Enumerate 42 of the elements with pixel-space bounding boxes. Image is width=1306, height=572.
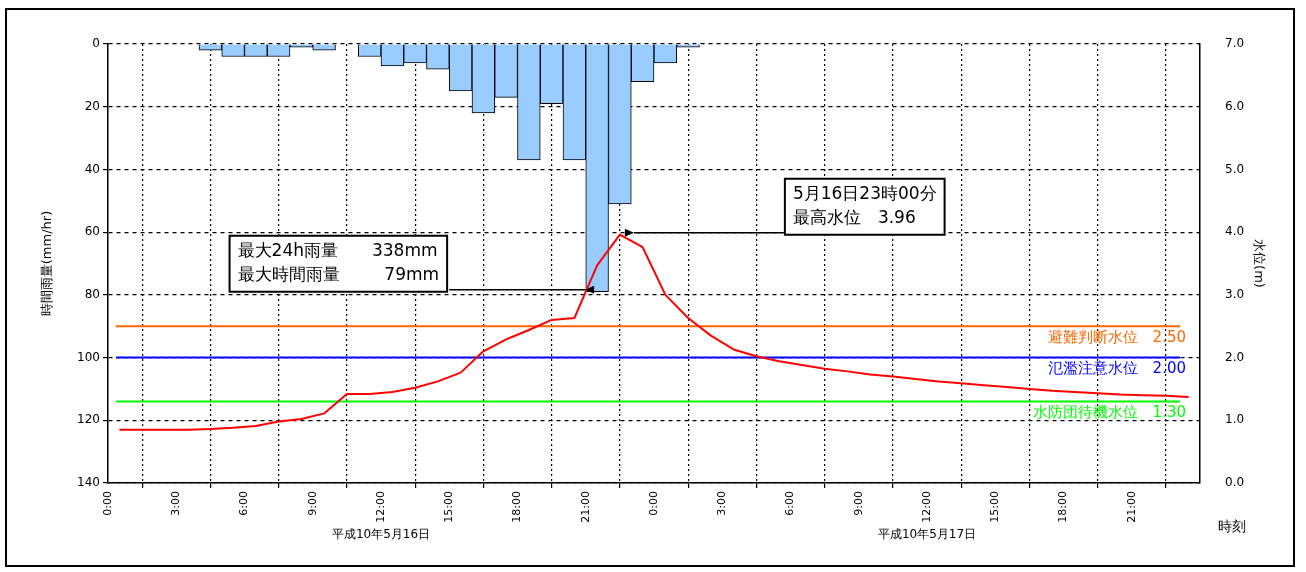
ref-line-label: 水防団待機水位 1.30 bbox=[1032, 402, 1186, 421]
x-tick-label: 18:00 bbox=[510, 491, 524, 523]
y2-tick-label: 2.0 bbox=[1225, 349, 1245, 364]
x-axis-title: 時刻 bbox=[1218, 517, 1246, 534]
annotation: 5月16日23時00分最高水位 3.96 bbox=[792, 183, 937, 228]
x-tick-label: 21:00 bbox=[1124, 491, 1138, 523]
annotation: 最大24h雨量 338mm 最大時間雨量 79mm bbox=[237, 240, 440, 285]
x-tick-label: 12:00 bbox=[919, 491, 933, 523]
y-tick-label: 80 bbox=[84, 286, 100, 301]
x-tick-label: 12:00 bbox=[373, 491, 387, 523]
y-tick-label: 0 bbox=[92, 36, 100, 51]
y-tick-label: 140 bbox=[77, 475, 100, 490]
x-tick-label: 3:00 bbox=[715, 491, 729, 516]
text: 平成10年5月17日 bbox=[877, 527, 977, 542]
x-tick-label: 15:00 bbox=[988, 491, 1002, 523]
y-tick-label: 40 bbox=[84, 161, 100, 176]
ref-line-label: 氾濫注意水位 2.00 bbox=[1047, 358, 1186, 377]
text: 平成10年5月16日 bbox=[331, 527, 431, 542]
y2-axis-title: 水位(m) bbox=[1251, 239, 1267, 288]
y2-tick-label: 1.0 bbox=[1225, 412, 1245, 427]
y2-tick-label: 3.0 bbox=[1225, 286, 1245, 301]
x-tick-label: 6:00 bbox=[237, 491, 251, 516]
x-tick-label: 9:00 bbox=[305, 491, 319, 516]
x-tick-label: 3:00 bbox=[169, 491, 183, 516]
x-tick-label: 6:00 bbox=[783, 491, 797, 516]
y2-tick-label: 6.0 bbox=[1225, 98, 1245, 113]
y2-tick-label: 4.0 bbox=[1225, 224, 1245, 239]
x-tick-label: 18:00 bbox=[1056, 491, 1070, 523]
x-tick-label: 0:00 bbox=[100, 491, 114, 516]
y-tick-label: 20 bbox=[84, 98, 100, 113]
y-tick-label: 120 bbox=[77, 412, 100, 427]
x-tick-label: 21:00 bbox=[578, 491, 592, 523]
y-axis-title: 時間雨量(mm/hr) bbox=[39, 210, 55, 317]
x-tick-label: 9:00 bbox=[851, 491, 865, 516]
y2-tick-label: 5.0 bbox=[1225, 161, 1245, 176]
x-tick-label: 0:00 bbox=[646, 491, 660, 516]
ref-line-label: 避難判断水位 2.50 bbox=[1047, 327, 1186, 346]
x-tick-label: 15:00 bbox=[442, 491, 456, 523]
y-tick-label: 100 bbox=[77, 349, 100, 364]
y2-tick-label: 0.0 bbox=[1225, 475, 1245, 490]
y-tick-label: 60 bbox=[84, 224, 100, 239]
y2-tick-label: 7.0 bbox=[1225, 36, 1245, 51]
